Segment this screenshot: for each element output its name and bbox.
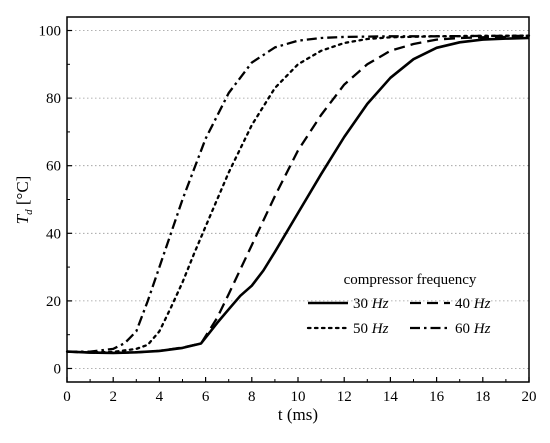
x-tick-label: 8 (248, 389, 256, 405)
y-axis-label: Td [°C] (13, 176, 35, 225)
legend-item: 50 Hz (306, 321, 389, 337)
legend-item: 40 Hz (410, 296, 491, 312)
x-axis-label: t (ms) (278, 405, 318, 424)
legend-item: 60 Hz (410, 321, 491, 337)
legend-title: compressor frequency (344, 272, 477, 288)
series-layer (65, 34, 531, 355)
legend-item: 30 Hz (308, 296, 389, 312)
y-axis-label-subscript: d (23, 209, 35, 215)
x-tick-label: 14 (383, 389, 399, 405)
x-tick-label: 10 (291, 389, 306, 405)
x-tick-label: 12 (337, 389, 352, 405)
y-tick-label: 0 (54, 361, 62, 377)
legend: compressor frequency 30 Hz 40 Hz 50 Hz 60 H… (306, 272, 491, 337)
x-tick-label: 6 (202, 389, 210, 405)
x-tick-label: 0 (63, 389, 71, 405)
y-tick-label: 40 (46, 226, 61, 242)
y-axis-label-symbol: T (13, 213, 32, 224)
series-line-60hz (67, 34, 529, 353)
legend-label: 40 Hz (455, 296, 491, 312)
y-axis-label-unit: [°C] (13, 176, 32, 210)
series-line-40hz (66, 35, 530, 355)
series-line-50hz (65, 34, 531, 354)
legend-label: 50 Hz (353, 321, 389, 337)
y-tick-label: 100 (39, 24, 62, 40)
x-tick-label: 4 (156, 389, 164, 405)
y-tick-label: 80 (46, 91, 61, 107)
y-tick-label: 60 (46, 159, 61, 175)
grid-layer (67, 30, 529, 369)
x-tick-label: 2 (109, 389, 117, 405)
x-tick-label: 18 (475, 389, 490, 405)
tick-layer: 0 2 4 6 8 10 12 14 16 18 20 0 20 40 60 80 100 (39, 24, 537, 405)
x-tick-label: 20 (522, 389, 537, 405)
x-tick-label: 16 (429, 389, 445, 405)
y-tick-label: 20 (46, 294, 61, 310)
legend-label: 30 Hz (353, 296, 389, 312)
legend-label: 60 Hz (455, 321, 491, 337)
